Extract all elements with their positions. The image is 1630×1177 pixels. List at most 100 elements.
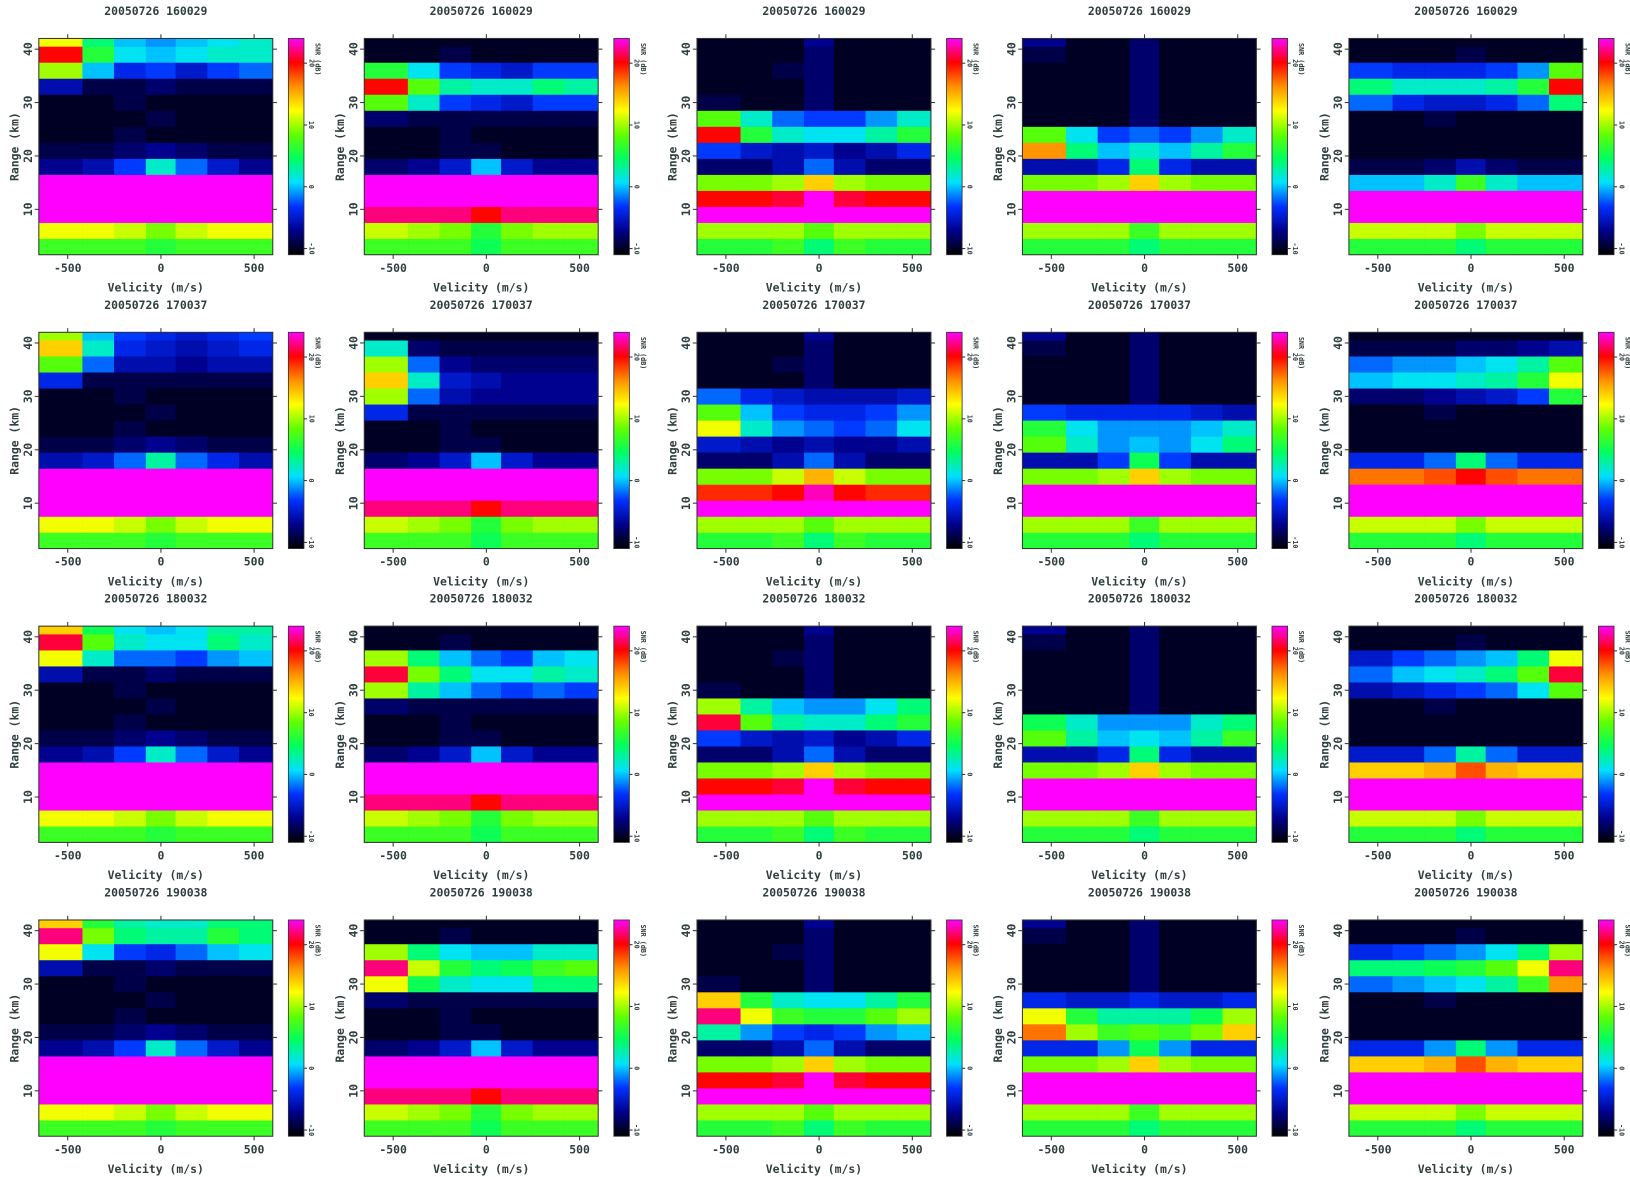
heatmap-cell [239,1072,273,1088]
heatmap-cell [39,1008,83,1024]
heatmap-cell [1022,626,1066,634]
heatmap-cell [1549,127,1583,143]
heatmap-cell [772,332,804,340]
heatmap-cell [1456,239,1486,255]
heatmap-cell [239,484,273,500]
heatmap-cell [1191,79,1223,95]
heatmap-cell [1098,533,1130,549]
heatmap-cell [208,38,240,46]
heatmap-cell [1191,356,1223,372]
colorbar-tick-label: 0 [1291,185,1299,189]
heatmap-cell [440,1104,472,1120]
heatmap-cell [697,746,741,762]
heatmap-cell [1066,1040,1098,1056]
heatmap-cell [1159,332,1191,340]
heatmap-cell [114,46,146,62]
heatmap-cell [1191,175,1223,191]
heatmap-cell [1424,63,1456,79]
colorbar-tick-label: -10 [965,1124,973,1136]
heatmap-cell [440,159,472,175]
heatmap-cell [741,1024,773,1040]
heatmap-cell [114,650,146,666]
heatmap-cell [176,992,208,1008]
colorbar [614,332,630,548]
heatmap-cell [1130,778,1160,794]
heatmap-cell [1424,436,1456,452]
heatmap-cell [1098,1024,1130,1040]
heatmap-cell [1223,794,1257,810]
heatmap-cell [364,207,408,223]
heatmap-cell [1130,356,1160,372]
colorbar-tick-label: 10 [307,709,315,717]
heatmap-cell [83,468,115,484]
heatmap-cell [39,63,83,79]
heatmap-cell [1022,1072,1066,1088]
heatmap-cell [440,191,472,207]
heatmap-cell [1022,826,1066,842]
heatmap-cell [176,1040,208,1056]
heatmap-cell [1486,730,1518,746]
colorbar-label: SNR (dB) [1297,43,1305,76]
heatmap-cell [772,501,804,517]
heatmap-cell [146,1056,176,1072]
heatmap-cell [1159,714,1191,730]
heatmap-cell [1130,960,1160,976]
heatmap-cell [1066,810,1098,826]
panel: 20050726 190038-500050010203040Velicity … [666,885,980,1176]
heatmap-cell [83,762,115,778]
heatmap-cell [697,992,741,1008]
heatmap-cell [239,468,273,484]
heatmap-cell [741,127,773,143]
heatmap-cell [1191,810,1223,826]
heatmap-cell [565,1056,599,1072]
heatmap-cell [1159,1088,1191,1104]
heatmap-cell [501,976,533,992]
heatmap-cell [533,420,565,436]
heatmap-cell [1393,960,1425,976]
heatmap-cell [364,468,408,484]
heatmap-cell [239,730,273,746]
heatmap-cell [834,634,866,650]
heatmap-cell [772,1088,804,1104]
heatmap-cell [533,714,565,730]
heatmap-cell [697,976,741,992]
heatmap-cell [866,1040,898,1056]
heatmap-cell [176,46,208,62]
heatmap-cell [866,79,898,95]
heatmap-cell [239,1088,273,1104]
heatmap-cell [114,1120,146,1136]
heatmap-cell [772,698,804,714]
heatmap-cell [1349,239,1393,255]
heatmap-cell [1223,1120,1257,1136]
heatmap-cell [1098,1056,1130,1072]
heatmap-cell [741,650,773,666]
heatmap-cell [1223,159,1257,175]
heatmap-cell [1424,714,1456,730]
heatmap-cell [83,517,115,533]
heatmap-cell [565,533,599,549]
heatmap-cell [1191,746,1223,762]
heatmap-cell [772,533,804,549]
colorbar [947,332,963,548]
heatmap-cell [533,191,565,207]
heatmap-cell [146,762,176,778]
heatmap-cell [1130,626,1160,634]
heatmap-cell [1223,626,1257,634]
heatmap-cell [1130,746,1160,762]
y-axis-label: Range (km) [333,112,347,181]
heatmap-cell [501,1056,533,1072]
heatmap-cell [533,778,565,794]
heatmap-cell [501,778,533,794]
heatmap-cell [1549,1120,1583,1136]
heatmap-cell [440,992,472,1008]
heatmap-cell [1022,191,1066,207]
heatmap-cell [471,79,501,95]
heatmap-cell [501,682,533,698]
heatmap-cell [697,63,741,79]
heatmap-cell [1098,1120,1130,1136]
colorbar-tick-label: 10 [1617,121,1625,129]
colorbar [1272,920,1288,1136]
heatmap-cell [1022,372,1066,388]
heatmap-cell [565,650,599,666]
